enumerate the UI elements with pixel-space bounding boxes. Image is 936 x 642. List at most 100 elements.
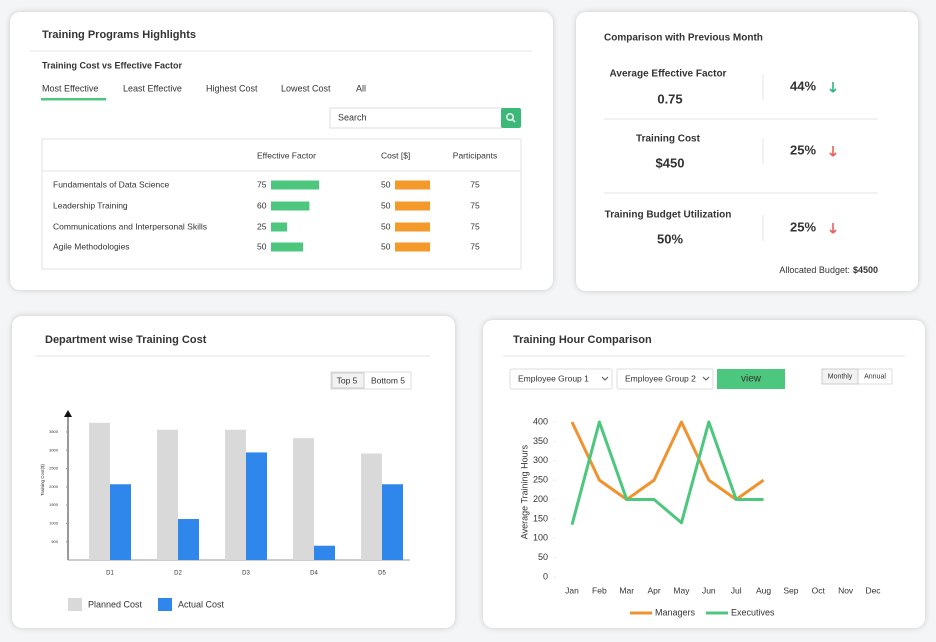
y-tick-label: 100 — [533, 533, 548, 543]
participants-value: 75 — [470, 221, 480, 231]
effective-value: 75 — [257, 179, 267, 189]
metric-change: 44% — [790, 78, 816, 93]
x-tick-label: Jan — [565, 585, 579, 595]
toggle-active — [331, 372, 365, 389]
bar — [225, 429, 246, 560]
x-tick-label: D4 — [310, 571, 318, 577]
axis-arrow — [64, 410, 72, 417]
x-tick-label: Sep — [783, 585, 798, 595]
subtitle: Training Cost vs Effective Factor — [42, 60, 183, 70]
program-name: Leadership Training — [53, 200, 128, 210]
y-tick-label: 3500 — [49, 429, 59, 434]
participants-value: 75 — [470, 241, 480, 251]
y-tick-label: 50 — [538, 552, 548, 562]
cost-value: 50 — [381, 241, 391, 251]
x-tick-label: D3 — [242, 571, 250, 577]
y-tick-label: 2000 — [49, 484, 59, 489]
table-header: Participants — [453, 150, 497, 160]
legend-label: Executives — [731, 607, 775, 617]
search-icon — [506, 113, 514, 121]
cost-bar — [395, 242, 430, 252]
bar — [246, 452, 267, 560]
budget-note: Allocated Budget: $4500 — [779, 265, 878, 275]
x-tick-label: Dec — [865, 585, 881, 595]
toggle-button[interactable]: Bottom 5 — [371, 375, 405, 385]
metric-label: Average Effective Factor — [610, 69, 727, 80]
x-tick-label: Aug — [756, 585, 771, 595]
view-button[interactable] — [717, 369, 785, 389]
toggle-button[interactable]: Top 5 — [337, 375, 358, 385]
period-button[interactable]: Annual — [864, 373, 886, 380]
legend-label: Managers — [655, 607, 696, 617]
effective-bar — [271, 180, 319, 190]
metric-value: 0.75 — [657, 91, 682, 106]
legend-swatch — [68, 598, 82, 611]
trend-arrow — [829, 223, 837, 234]
y-tick-label: 1000 — [49, 520, 59, 525]
cost-value: 50 — [381, 221, 391, 231]
effective-bar — [271, 201, 310, 211]
x-tick-label: Mar — [619, 585, 634, 595]
program-name: Agile Methodologies — [53, 241, 130, 251]
search-button[interactable] — [501, 108, 521, 128]
table-header: Effective Factor — [257, 150, 316, 160]
y-tick-label: 150 — [533, 513, 548, 523]
dropdown[interactable] — [509, 368, 613, 390]
metric-label: Training Budget Utilization — [605, 210, 732, 221]
period-active — [821, 368, 859, 385]
dropdown-caret — [601, 376, 609, 381]
tab-underline — [41, 98, 106, 101]
effective-bar — [271, 242, 303, 252]
dropdown[interactable] — [616, 368, 714, 390]
x-tick-label: D5 — [378, 571, 386, 577]
period-button[interactable]: Monthly — [828, 373, 853, 380]
bar — [110, 484, 131, 560]
tab[interactable]: Most Effective — [42, 83, 98, 93]
tab[interactable]: Least Effective — [123, 83, 182, 93]
y-tick-label: 500 — [51, 539, 58, 544]
x-tick-label: Jul — [731, 585, 742, 595]
bar — [157, 429, 178, 560]
line-series — [570, 420, 764, 526]
table-box — [41, 138, 522, 270]
trend-arrow — [829, 82, 837, 93]
panel-title: Comparison with Previous Month — [604, 33, 763, 44]
comparison-panel — [576, 12, 918, 291]
budget-label: Allocated Budget: — [779, 265, 850, 275]
y-axis-label: Training Cost($) — [40, 463, 45, 496]
program-name: Fundamentals of Data Science — [53, 179, 170, 189]
x-tick-label: Apr — [647, 585, 660, 595]
bar — [382, 484, 403, 560]
effective-bar — [271, 222, 287, 232]
tab[interactable]: All — [356, 83, 366, 93]
y-tick-label: 250 — [533, 475, 548, 485]
metric-change: 25% — [790, 219, 816, 234]
panel-title: Department wise Training Cost — [45, 334, 207, 346]
legend-label: Actual Cost — [178, 599, 225, 609]
budget-value: $4500 — [853, 265, 878, 275]
y-tick-label: 2500 — [49, 466, 59, 471]
effective-value: 50 — [257, 241, 267, 251]
x-tick-label: D2 — [174, 571, 182, 577]
cost-bar — [395, 222, 430, 232]
bar — [293, 438, 314, 560]
legend-label: Planned Cost — [88, 599, 143, 609]
metric-value: 50% — [657, 231, 683, 246]
tab[interactable]: Highest Cost — [206, 83, 258, 93]
view-button-label: view — [741, 374, 762, 385]
y-axis-label: Average Training Hours — [519, 444, 529, 539]
participants-value: 75 — [470, 200, 480, 210]
y-tick-label: 200 — [533, 494, 548, 504]
cost-value: 50 — [381, 200, 391, 210]
search-icon — [512, 119, 516, 123]
program-name: Communications and Interpersonal Skills — [53, 221, 207, 231]
tab[interactable]: Lowest Cost — [281, 83, 331, 93]
line-series — [570, 420, 765, 501]
x-tick-label: Feb — [592, 585, 607, 595]
x-tick-label: Oct — [812, 585, 826, 595]
cost-bar — [395, 201, 430, 211]
x-tick-label: May — [673, 585, 690, 595]
bar — [89, 422, 110, 560]
x-tick-label: Jun — [702, 585, 716, 595]
